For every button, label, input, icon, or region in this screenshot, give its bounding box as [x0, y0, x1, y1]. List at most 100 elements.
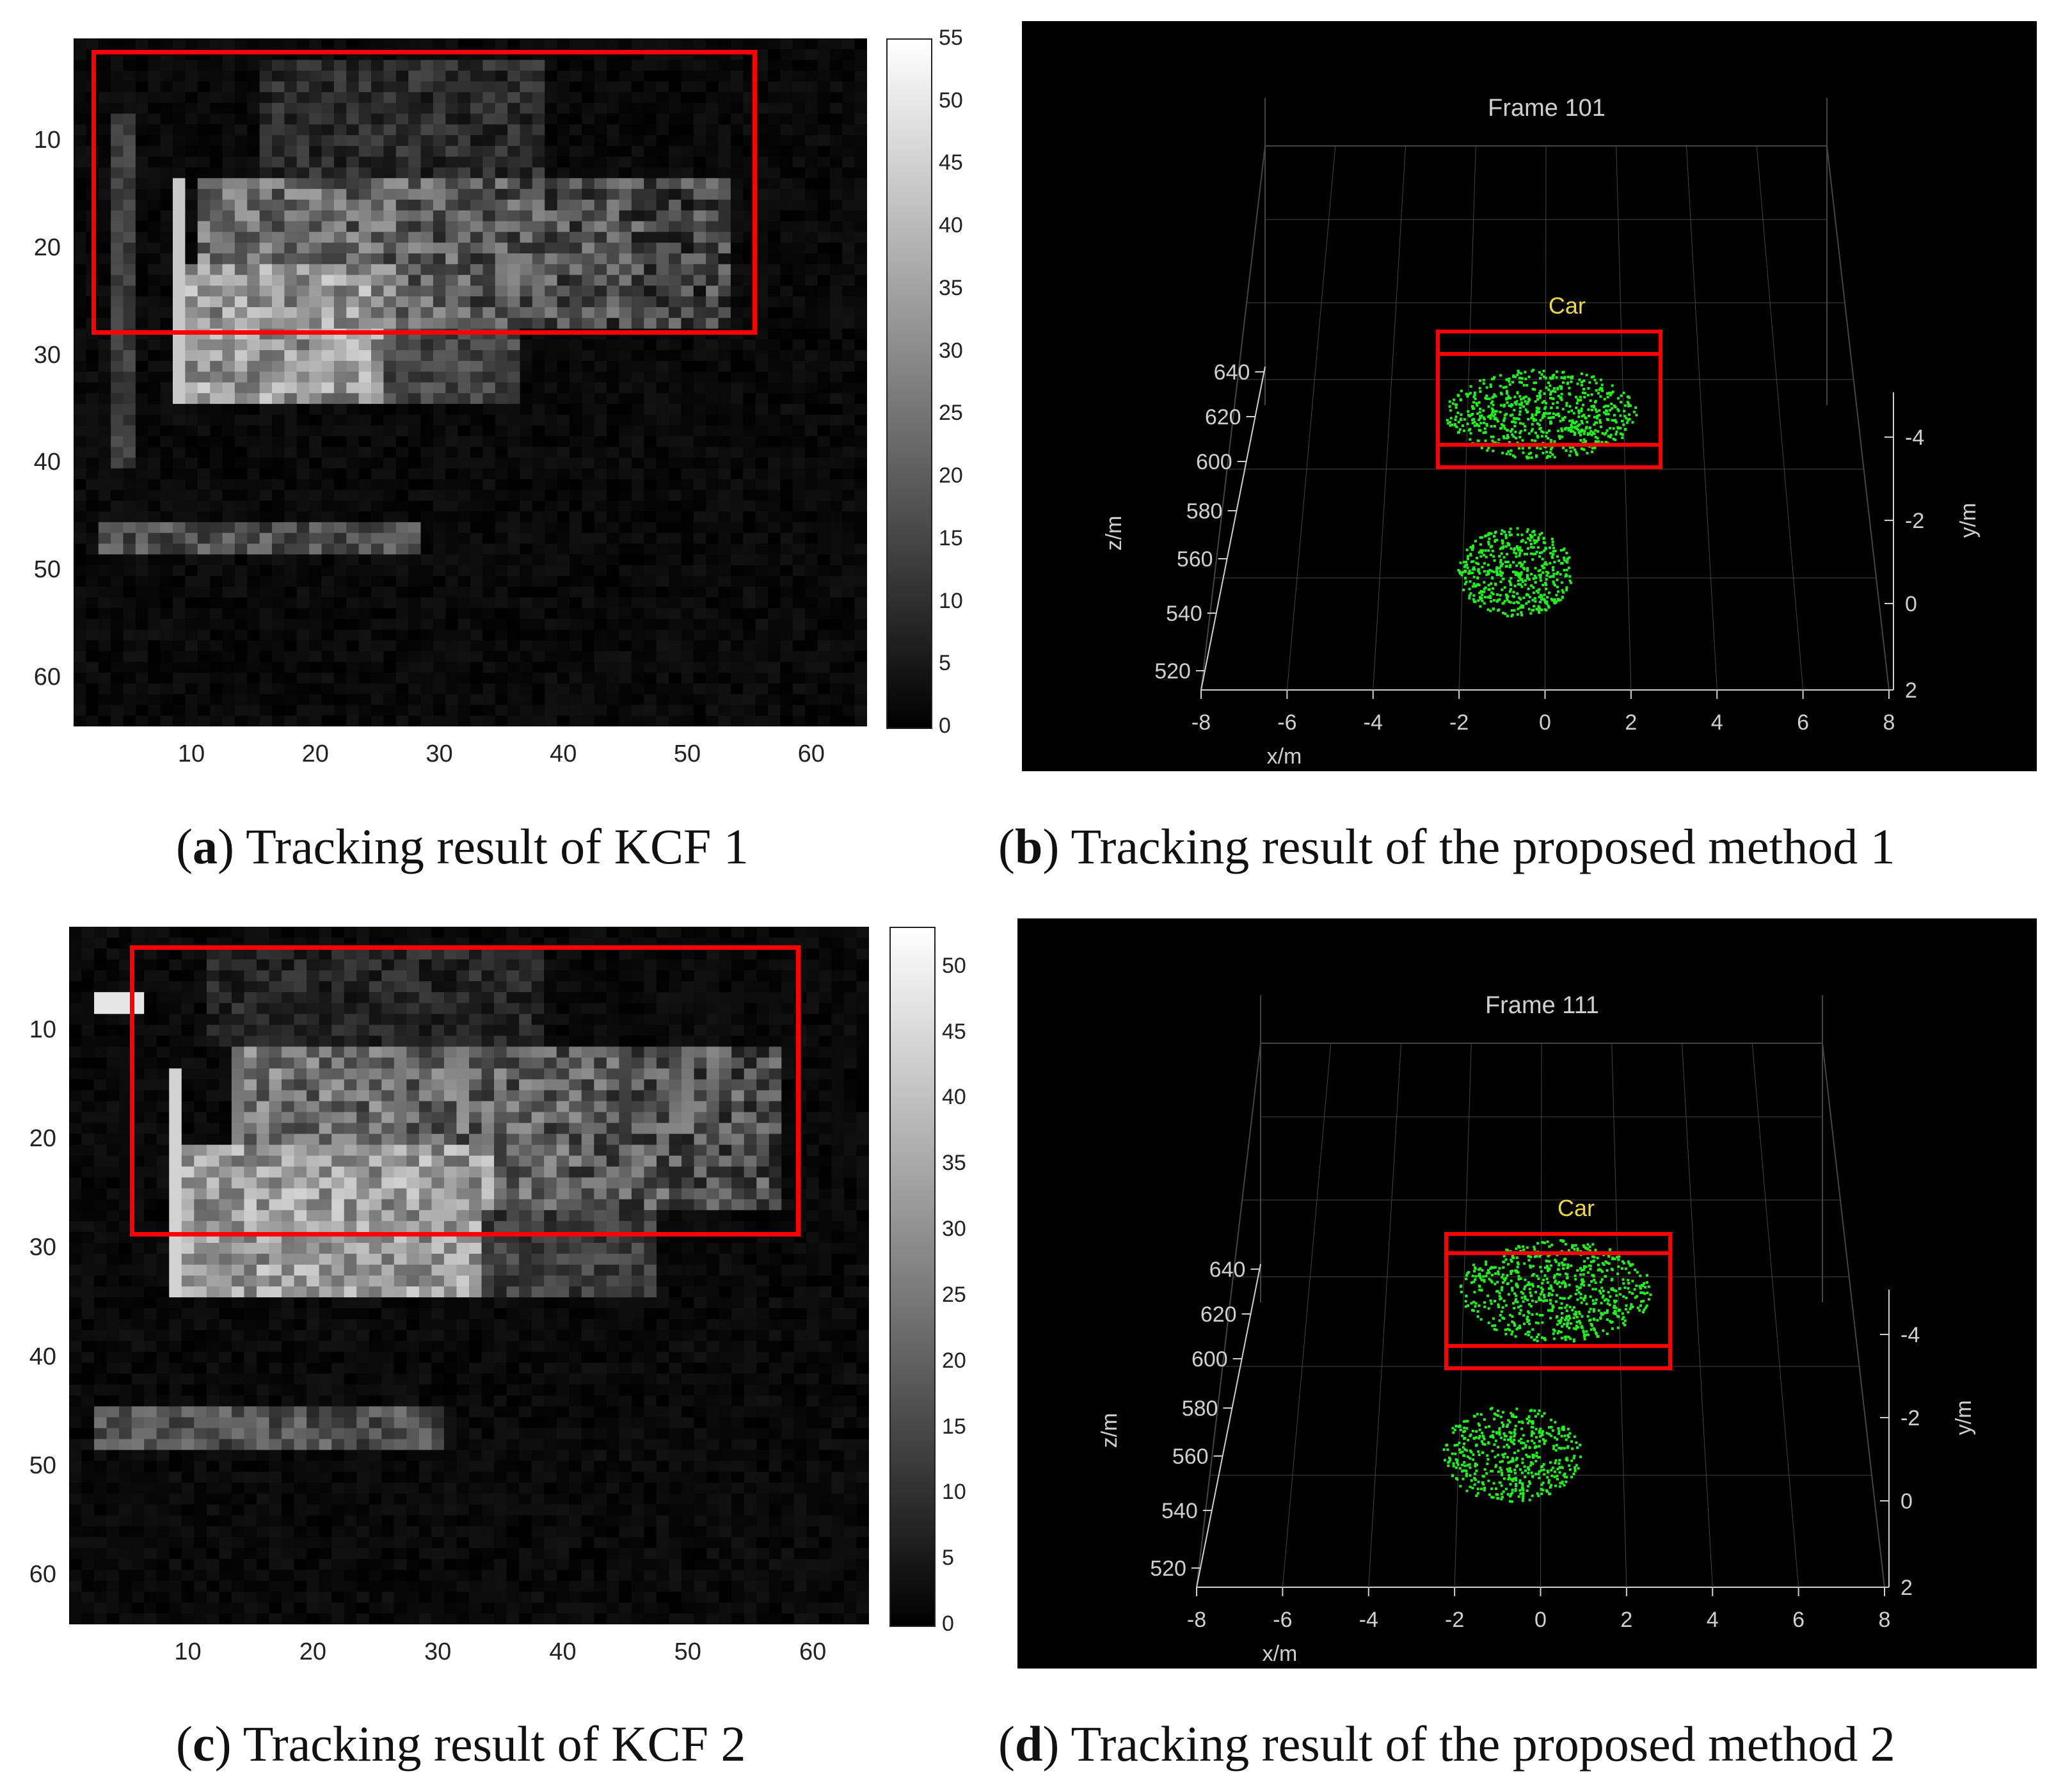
- heatmap-cell: [805, 683, 818, 695]
- heatmap-cell: [106, 949, 120, 960]
- heatmap-cell: [296, 189, 310, 200]
- heatmap-cell: [829, 673, 843, 684]
- heatmap-cell: [383, 575, 397, 588]
- heatmap-cell: [582, 716, 595, 726]
- heatmap-cell: [557, 360, 570, 372]
- heatmap-cell: [185, 500, 198, 512]
- heatmap-cell: [582, 60, 595, 71]
- heatmap-cell: [843, 1036, 857, 1047]
- heatmap-cell: [346, 565, 360, 577]
- heatmap-cell: [247, 511, 260, 523]
- heatmap-cell: [123, 296, 136, 308]
- heatmap-cell: [74, 705, 86, 716]
- heatmap-cell: [234, 522, 248, 534]
- heatmap-cell: [693, 597, 706, 609]
- heatmap-cell: [247, 694, 260, 706]
- heatmap-cell: [545, 382, 558, 394]
- heatmap-cell: [135, 414, 148, 426]
- heatmap-cell: [94, 1025, 108, 1036]
- heatmap-cell: [817, 243, 831, 254]
- heatmap-cell: [111, 145, 124, 157]
- heatmap-cell: [395, 135, 409, 147]
- y-tick-label: 30: [33, 341, 61, 369]
- heatmap-cell: [718, 404, 731, 415]
- heatmap-cell: [520, 414, 533, 426]
- heatmap-cell: [582, 339, 595, 351]
- heatmap-cell: [656, 350, 669, 362]
- heatmap-cell: [842, 317, 856, 330]
- heatmap-cell: [482, 92, 496, 104]
- heatmap-cell: [445, 575, 459, 588]
- heatmap-cell: [495, 113, 508, 125]
- heatmap-cell: [607, 393, 620, 404]
- heatmap-cell: [792, 458, 806, 469]
- heatmap-cell: [210, 554, 223, 566]
- heatmap-cell: [135, 640, 148, 652]
- heatmap-cell: [408, 285, 422, 297]
- heatmap-cell: [358, 511, 372, 523]
- heatmap-cell: [160, 189, 173, 200]
- heatmap-cell: [433, 425, 446, 437]
- heatmap-cell: [768, 640, 781, 652]
- heatmap-cell: [160, 597, 173, 609]
- heatmap-cell: [371, 232, 384, 243]
- heatmap-cell: [817, 490, 831, 501]
- heatmap-cell: [160, 640, 173, 652]
- heatmap-cell: [333, 393, 347, 404]
- heatmap-cell: [556, 949, 570, 960]
- heatmap-cell: [234, 404, 248, 415]
- heatmap-cell: [259, 575, 273, 588]
- heatmap-cell: [532, 135, 545, 147]
- heatmap-cell: [619, 253, 632, 265]
- heatmap-cell: [346, 511, 360, 523]
- heatmap-cell: [532, 404, 545, 415]
- colorbar-tick-label: 15: [939, 525, 963, 550]
- heatmap-cell: [718, 683, 731, 695]
- heatmap-cell: [681, 167, 694, 179]
- heatmap-cell: [98, 543, 111, 555]
- heatmap-cell: [730, 317, 744, 330]
- heatmap-cell: [135, 221, 148, 232]
- heatmap-cell: [309, 210, 323, 222]
- heatmap-cell: [470, 350, 483, 362]
- heatmap-cell: [259, 113, 273, 125]
- heatmap-cell: [520, 608, 533, 620]
- heatmap-cell: [507, 532, 521, 545]
- heatmap-cell: [792, 371, 806, 383]
- heatmap-cell: [507, 275, 521, 286]
- heatmap-cell: [520, 371, 533, 383]
- heatmap-cell: [185, 113, 198, 125]
- heatmap-cell: [210, 285, 223, 297]
- heatmap-cell: [222, 522, 235, 534]
- heatmap-cell: [346, 500, 360, 512]
- heatmap-cell: [247, 232, 260, 243]
- heatmap-cell: [607, 447, 620, 458]
- heatmap-cell: [148, 651, 161, 662]
- heatmap-cell: [755, 113, 769, 125]
- x-tick-label: 60: [797, 740, 825, 767]
- heatmap-cell: [74, 360, 86, 372]
- heatmap-cell: [346, 575, 360, 588]
- heatmap-cell: [482, 393, 496, 404]
- heatmap-cell: [557, 511, 570, 523]
- heatmap-cell: [321, 221, 335, 232]
- heatmap-cell: [148, 608, 161, 620]
- heatmap-cell: [829, 619, 843, 630]
- heatmap-cell: [148, 586, 161, 598]
- heatmap-cell: [135, 92, 148, 104]
- heatmap-cell: [333, 511, 347, 523]
- heatmap-cell: [470, 285, 483, 297]
- heatmap-cell: [532, 199, 545, 211]
- heatmap-cell: [829, 243, 843, 254]
- heatmap-cell: [284, 264, 298, 276]
- heatmap-cell: [395, 575, 409, 588]
- heatmap-cell: [557, 113, 570, 125]
- heatmap-cell: [86, 414, 99, 426]
- heatmap-cell: [458, 565, 471, 577]
- heatmap-cell: [854, 156, 867, 168]
- heatmap-cell: [160, 145, 173, 157]
- heatmap-cell: [98, 360, 111, 372]
- heatmap-cell: [854, 275, 867, 286]
- heatmap-cell: [74, 565, 86, 577]
- heatmap-cell: [234, 436, 248, 447]
